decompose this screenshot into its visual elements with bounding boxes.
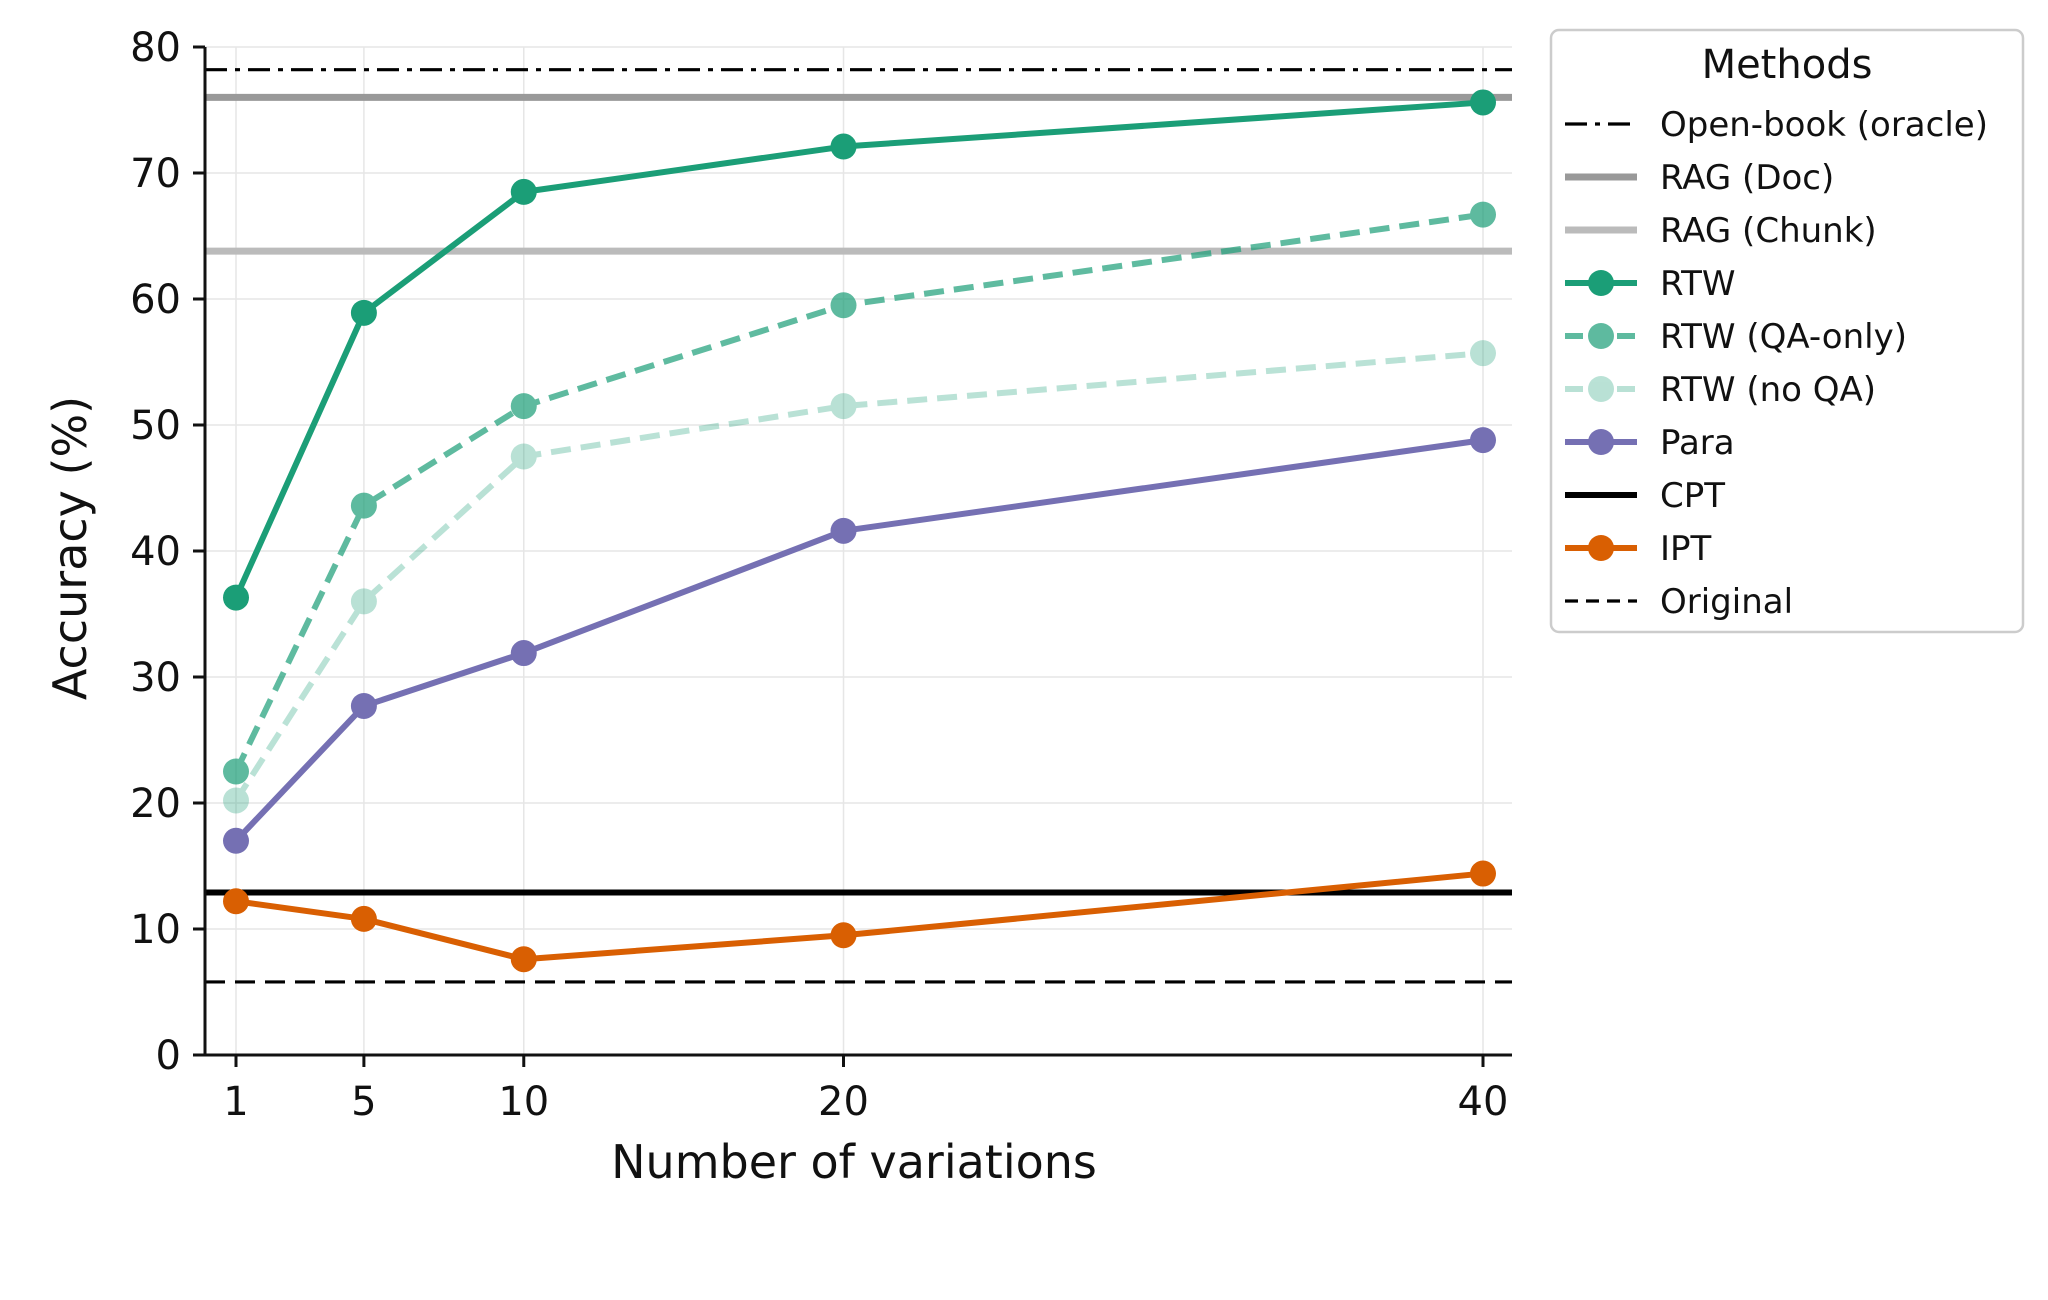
legend-swatch [1565,270,1637,296]
legend-swatch [1565,535,1637,561]
legend-box [1549,28,2025,634]
legend-item-rtw-no-qa: RTW (no QA) [1565,370,1876,410]
y-tick-label: 20 [130,781,181,827]
rtw-qa-only-series [223,201,1496,785]
rtw-line [233,99,1484,599]
rtw-qa-only-point [1470,201,1496,228]
para-series [223,427,1496,854]
para-point [510,640,537,667]
legend-swatch [1565,376,1637,402]
legend-title: Methods [1702,42,1873,88]
y-tick-label: 70 [130,151,181,197]
legend-label: RAG (Doc) [1660,158,1834,198]
y-tick-label: 40 [130,529,181,575]
y-tick-label: 80 [130,25,181,71]
rtw-qa-only-point [830,292,857,319]
legend: Methods Open-book (oracle) RAG (Doc) RAG (C… [1549,28,2025,634]
legend-label: Open-book (oracle) [1660,105,1988,145]
legend-item-ipt: IPT [1565,529,1712,569]
y-tick-label: 60 [130,277,181,323]
y-axis-label: Accuracy (%) [43,396,97,700]
legend-label: Original [1660,582,1793,622]
legend-label: IPT [1660,529,1712,569]
legend-label: RTW [1660,264,1736,304]
rtw-no-qa-line [233,350,1484,803]
y-tick-label: 50 [130,403,181,449]
legend-item-rtw-qa-only: RTW (QA-only) [1565,317,1907,357]
legend-item-para: Para [1565,423,1735,463]
ipt-point [830,922,857,949]
para-point [830,517,857,544]
rtw-point [830,133,857,160]
legend-swatch [1565,429,1637,455]
rtw-no-qa-point [830,393,857,420]
ipt-series [223,860,1496,973]
y-tick-label: 0 [156,1033,181,1079]
para-line [233,437,1484,843]
axes: 0 10 20 30 40 50 60 70 80 1 5 10 20 40 [130,25,1512,1125]
x-tick-label: 1 [223,1079,248,1125]
rtw-no-qa-point [350,588,377,615]
rtw-series [223,89,1496,611]
x-tick-label: 40 [1458,1079,1509,1125]
legend-item-open-book-oracle: Open-book (oracle) [1565,105,1988,145]
legend-label: RTW (no QA) [1660,370,1876,410]
rtw-qa-only-point [350,492,377,519]
rtw-qa-only-point [223,758,249,785]
ipt-point [1470,860,1496,887]
legend-label: RTW (QA-only) [1660,317,1907,357]
legend-item-rag-chunk: RAG (Chunk) [1565,211,1877,251]
legend-label: Para [1660,423,1735,463]
ipt-point [223,888,249,915]
ipt-line [235,870,1484,963]
rtw-no-qa-point [223,787,249,814]
legend-item-original: Original [1565,582,1793,622]
legend-item-rag-doc: RAG (Doc) [1565,158,1834,198]
rtw-no-qa-series [223,340,1496,814]
para-point [350,692,377,719]
x-axis-label: Number of variations [611,1135,1097,1189]
rtw-point [510,178,537,205]
rtw-no-qa-point [1470,340,1496,367]
legend-item-cpt: CPT [1565,476,1725,516]
rtw-point [223,584,249,611]
series-lines [223,89,1496,973]
para-point [1470,427,1496,454]
rtw-point [1470,89,1496,116]
grid-lines [205,46,1512,1056]
legend-item-rtw: RTW [1565,264,1736,304]
y-tick-label: 30 [130,655,181,701]
rtw-qa-only-point [510,393,537,420]
para-point [223,827,249,854]
y-tick-label: 10 [130,907,181,953]
x-tick-label: 5 [351,1079,376,1125]
rtw-no-qa-point [510,443,537,470]
ipt-point [510,946,537,973]
legend-swatch [1565,323,1637,349]
rtw-point [350,299,377,326]
ipt-point [350,905,377,932]
x-tick-label: 20 [818,1079,869,1125]
x-tick-label: 10 [498,1079,549,1125]
legend-label: CPT [1660,476,1725,516]
legend-label: RAG (Chunk) [1660,211,1877,251]
